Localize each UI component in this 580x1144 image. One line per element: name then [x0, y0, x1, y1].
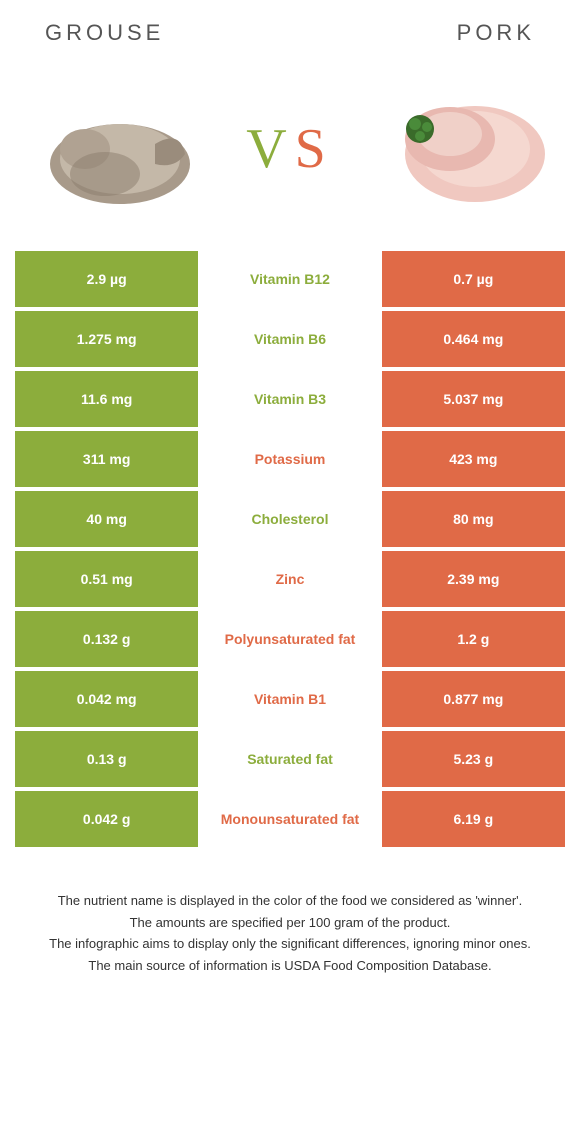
nutrient-row: 0.13 gSaturated fat5.23 g — [15, 731, 565, 787]
nutrient-row: 0.132 gPolyunsaturated fat1.2 g — [15, 611, 565, 667]
grouse-image — [25, 79, 215, 219]
nutrient-row: 311 mgPotassium423 mg — [15, 431, 565, 487]
nutrient-row: 0.042 mgVitamin B10.877 mg — [15, 671, 565, 727]
left-value: 311 mg — [15, 431, 198, 487]
footer-line-1: The nutrient name is displayed in the co… — [25, 891, 555, 911]
left-value: 11.6 mg — [15, 371, 198, 427]
header: Grouse Pork — [15, 10, 565, 61]
nutrient-label: Cholesterol — [198, 491, 381, 547]
images-row: VS — [15, 61, 565, 251]
right-value: 5.23 g — [382, 731, 565, 787]
nutrient-label: Vitamin B1 — [198, 671, 381, 727]
nutrient-label: Vitamin B3 — [198, 371, 381, 427]
left-value: 0.042 mg — [15, 671, 198, 727]
nutrient-label: Vitamin B6 — [198, 311, 381, 367]
left-value: 0.132 g — [15, 611, 198, 667]
nutrient-row: 0.042 gMonounsaturated fat6.19 g — [15, 791, 565, 847]
right-value: 1.2 g — [382, 611, 565, 667]
nutrient-label: Saturated fat — [198, 731, 381, 787]
right-value: 0.7 µg — [382, 251, 565, 307]
left-value: 0.042 g — [15, 791, 198, 847]
nutrient-row: 1.275 mgVitamin B60.464 mg — [15, 311, 565, 367]
pork-image — [365, 79, 555, 219]
right-food-title: Pork — [457, 20, 535, 46]
nutrient-label: Potassium — [198, 431, 381, 487]
nutrient-table: 2.9 µgVitamin B120.7 µg1.275 mgVitamin B… — [15, 251, 565, 847]
nutrient-row: 40 mgCholesterol80 mg — [15, 491, 565, 547]
nutrient-row: 11.6 mgVitamin B35.037 mg — [15, 371, 565, 427]
right-value: 0.877 mg — [382, 671, 565, 727]
nutrient-label: Vitamin B12 — [198, 251, 381, 307]
nutrient-label: Polyunsaturated fat — [198, 611, 381, 667]
footer-line-4: The main source of information is USDA F… — [25, 956, 555, 976]
nutrient-row: 2.9 µgVitamin B120.7 µg — [15, 251, 565, 307]
right-value: 5.037 mg — [382, 371, 565, 427]
nutrient-label: Zinc — [198, 551, 381, 607]
footer-notes: The nutrient name is displayed in the co… — [15, 851, 565, 975]
nutrient-row: 0.51 mgZinc2.39 mg — [15, 551, 565, 607]
left-value: 0.51 mg — [15, 551, 198, 607]
left-value: 1.275 mg — [15, 311, 198, 367]
vs-label: VS — [246, 117, 334, 181]
right-value: 0.464 mg — [382, 311, 565, 367]
left-value: 2.9 µg — [15, 251, 198, 307]
left-value: 0.13 g — [15, 731, 198, 787]
right-value: 423 mg — [382, 431, 565, 487]
right-value: 80 mg — [382, 491, 565, 547]
right-value: 2.39 mg — [382, 551, 565, 607]
nutrient-label: Monounsaturated fat — [198, 791, 381, 847]
left-food-title: Grouse — [45, 20, 164, 46]
footer-line-3: The infographic aims to display only the… — [25, 934, 555, 954]
footer-line-2: The amounts are specified per 100 gram o… — [25, 913, 555, 933]
left-value: 40 mg — [15, 491, 198, 547]
right-value: 6.19 g — [382, 791, 565, 847]
